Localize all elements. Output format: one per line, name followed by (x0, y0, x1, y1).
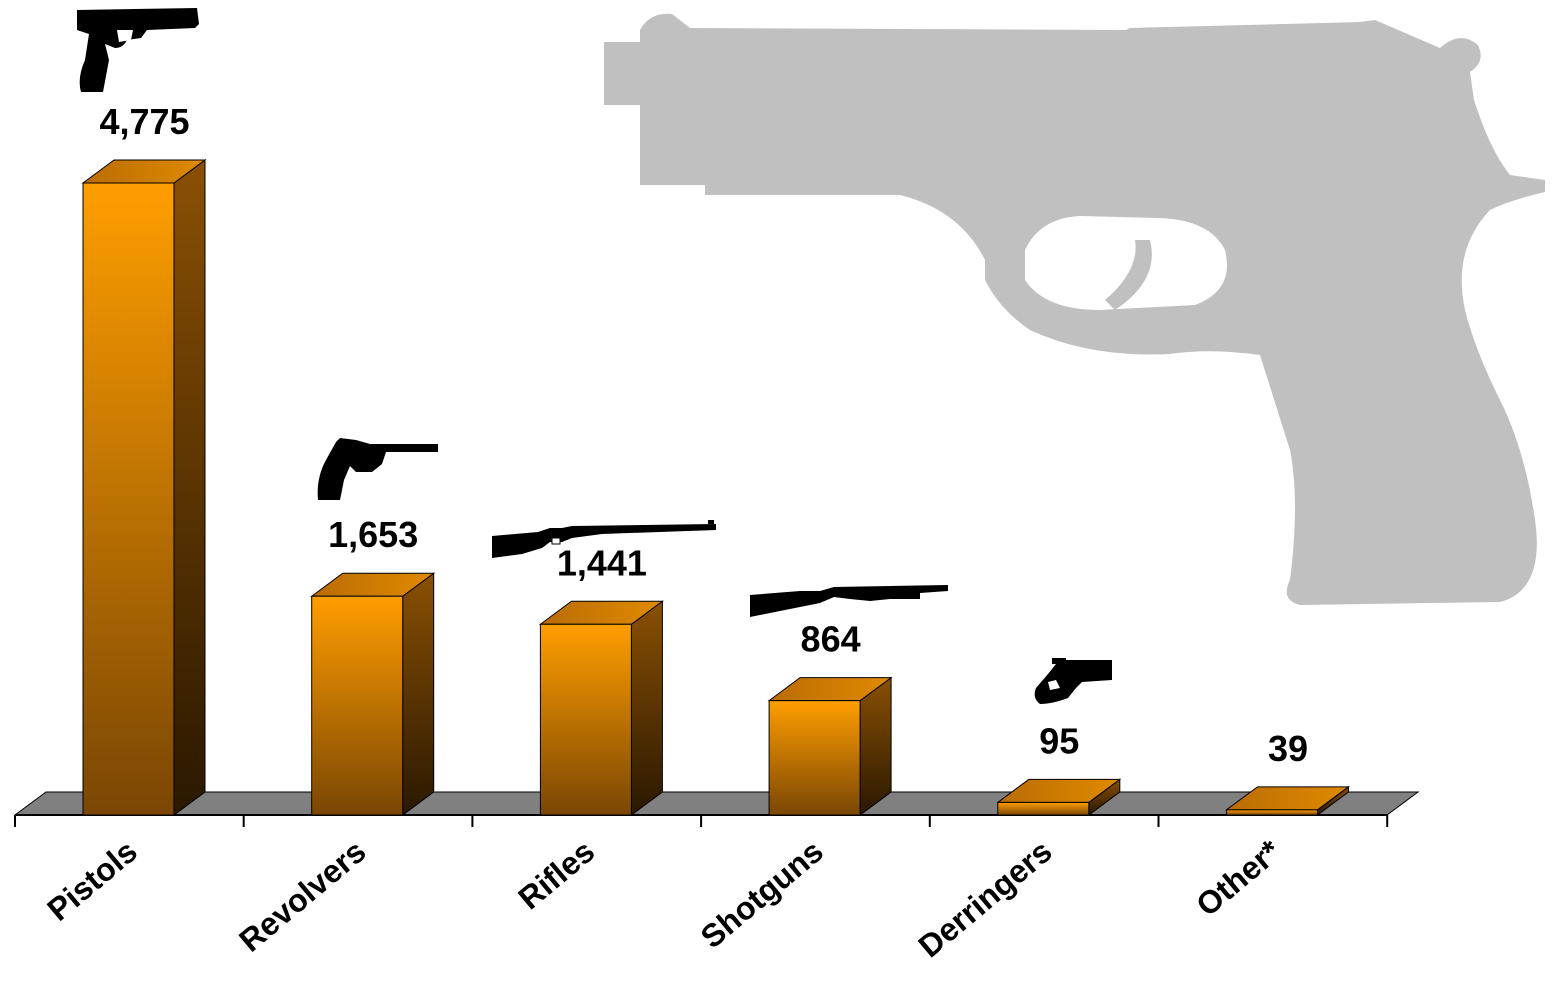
bar-side-pistols (174, 160, 205, 815)
category-label-other: Other* (1189, 832, 1287, 923)
category-label-pistols: Pistols (40, 833, 144, 928)
value-label-derringers: 95 (1039, 720, 1079, 761)
bar-front-pistols (83, 183, 174, 815)
value-label-shotguns: 864 (801, 619, 861, 660)
large-pistol-silhouette-icon (604, 14, 1545, 605)
bar-side-shotguns (860, 678, 891, 815)
bar-shotguns (769, 678, 891, 815)
bar-front-revolvers (312, 596, 403, 815)
value-label-rifles: 1,441 (557, 542, 647, 583)
value-label-pistols: 4,775 (99, 101, 189, 142)
category-label-rifles: Rifles (511, 833, 601, 917)
bar-rifles (540, 601, 662, 815)
bar-side-rifles (631, 601, 662, 815)
category-label-shotguns: Shotguns (694, 833, 830, 955)
value-label-other: 39 (1268, 728, 1308, 769)
category-labels: Pistols Revolvers Rifles Shotguns Derringers… (40, 832, 1287, 964)
bar-front-derringers (998, 802, 1089, 815)
revolver-icon (318, 438, 438, 500)
bar-side-revolvers (403, 573, 434, 815)
category-label-derringers: Derringers (912, 833, 1059, 965)
bar-revolvers (312, 573, 434, 815)
category-label-revolvers: Revolvers (232, 833, 372, 959)
bar-front-shotguns (769, 701, 860, 815)
pistol-icon (77, 8, 199, 92)
shotgun-icon (750, 585, 948, 617)
bar-front-rifles (540, 624, 631, 815)
chart-floor (15, 792, 1418, 815)
bar-pistols (83, 160, 205, 815)
derringer-icon (1035, 658, 1112, 704)
x-axis-ticks (15, 815, 1387, 827)
bar-front-other (1227, 810, 1318, 815)
value-label-revolvers: 1,653 (328, 514, 418, 555)
